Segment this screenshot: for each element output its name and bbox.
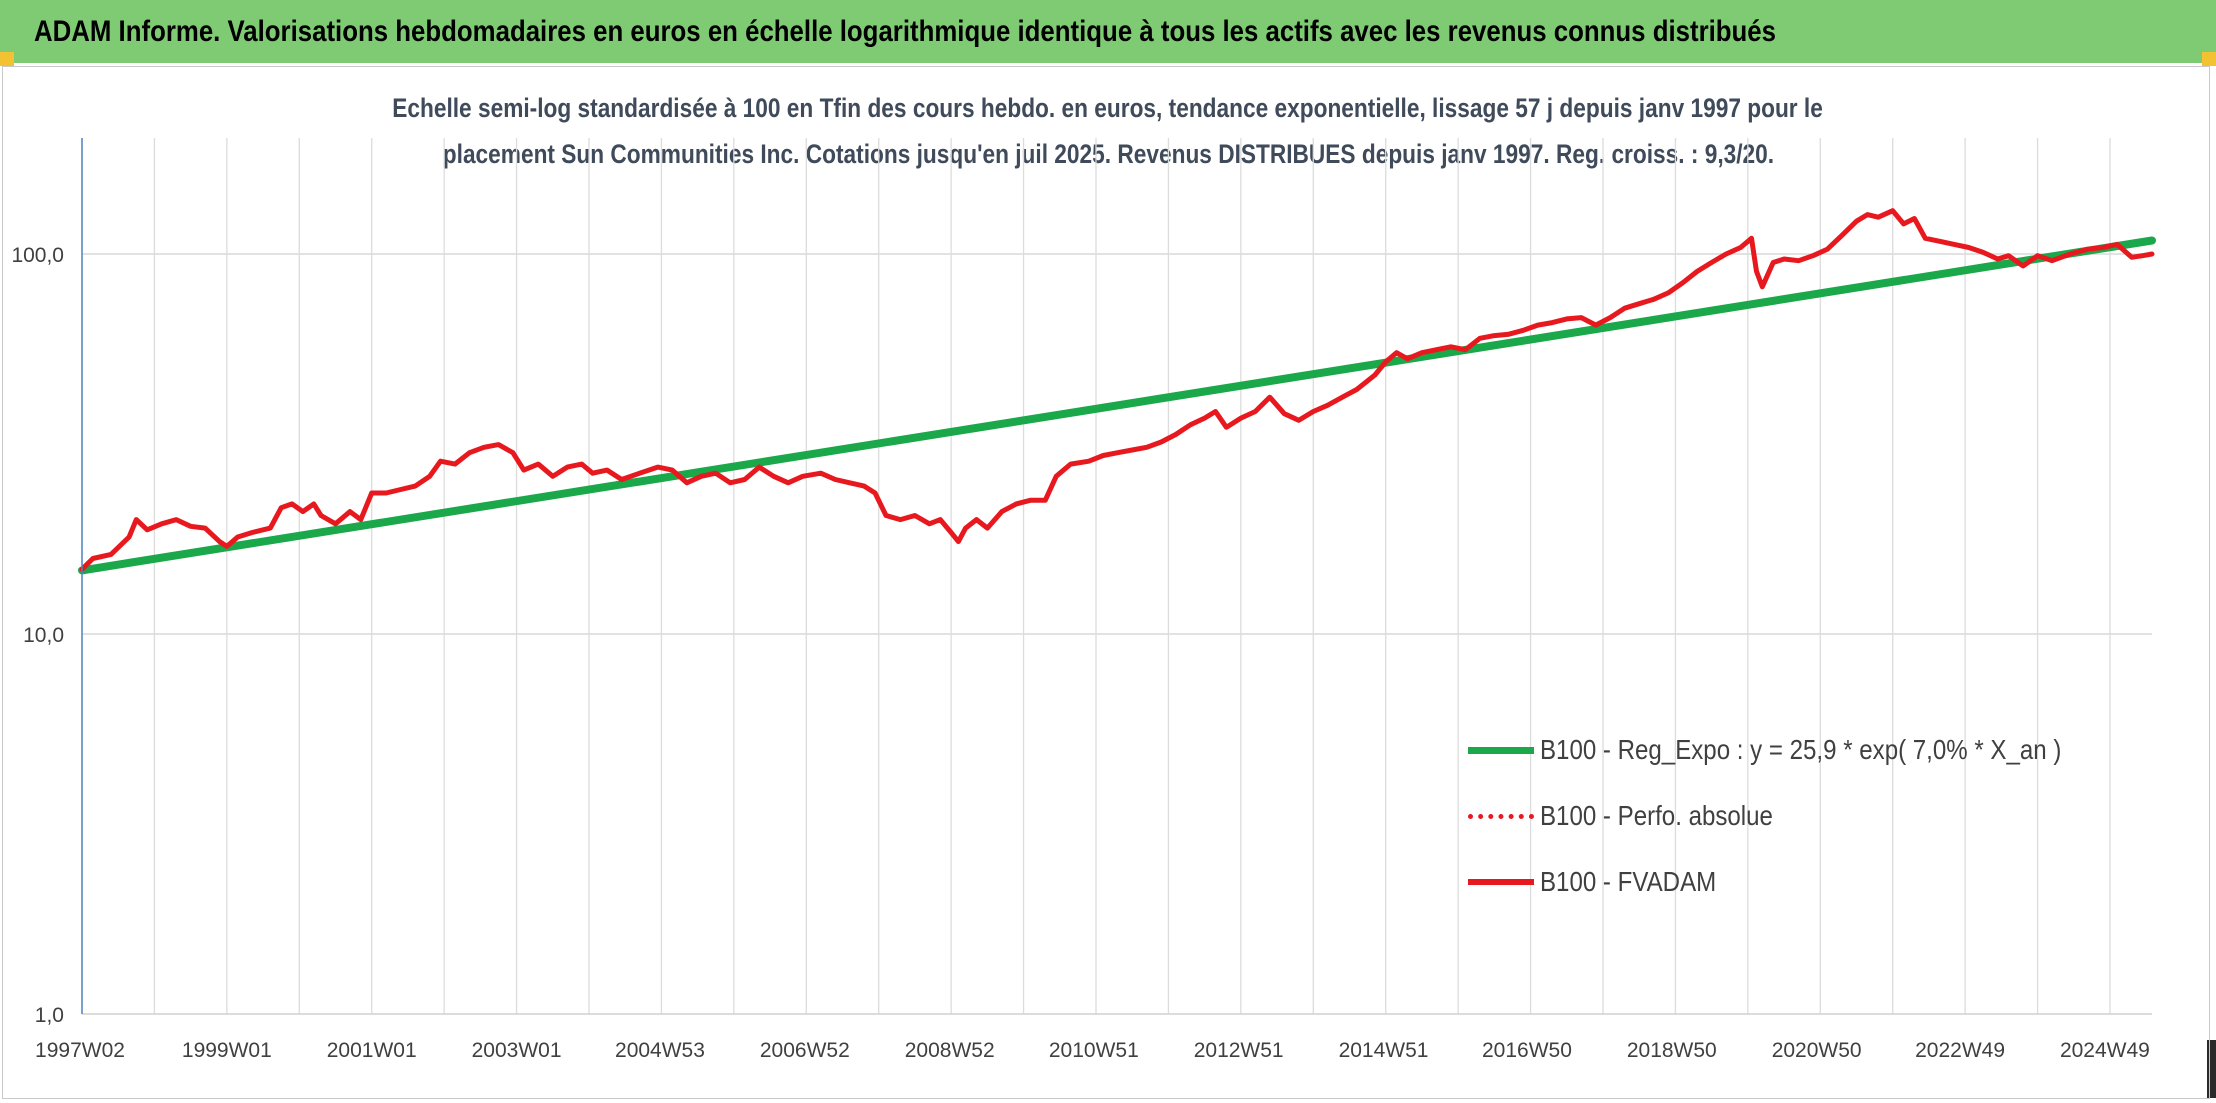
series-line-2 [79, 208, 2155, 572]
y-tick-label: 100,0 [11, 244, 64, 267]
banner-corner-left [0, 52, 14, 66]
x-tick-label: 2012W51 [1194, 1039, 1284, 1062]
legend-item-perfo-absolue: B100 - Perfo. absolue [1468, 796, 1811, 836]
legend-label-perfo-absolue: B100 - Perfo. absolue [1540, 800, 1773, 831]
series-layer [78, 208, 2156, 575]
legend-item-fvadam: B100 - FVADAM [1468, 862, 1745, 902]
chart-frame [2, 66, 2210, 1099]
x-axis-tick-labels: 1997W02 1999W01 2001W01 2003W01 2004W53 2006W… [35, 1039, 2150, 1062]
legend-label-regression: B100 - Reg_Expo : y = 25,9 * exp( 7,0% *… [1540, 734, 2062, 765]
legend-item-regression: B100 - Reg_Expo : y = 25,9 * exp( 7,0% *… [1468, 730, 2146, 770]
x-tick-label: 2016W50 [1482, 1039, 1572, 1062]
x-tick-label: 2018W50 [1627, 1039, 1717, 1062]
y-axis-tick-labels: 1,0 10,0 100,0 [11, 244, 64, 1027]
legend-swatch-regression [1468, 746, 1534, 754]
chart-title-line-1: Echelle semi-log standardisée à 100 en T… [392, 93, 1824, 123]
chart-title-line-2: placement Sun Communities Inc. Cotations… [442, 139, 1774, 169]
frame-corner-right [2207, 1040, 2216, 1098]
horizontal-gridlines [82, 253, 2152, 635]
x-tick-label: 2001W01 [327, 1039, 417, 1062]
y-tick-label: 1,0 [35, 1004, 64, 1027]
x-tick-label: 1999W01 [182, 1039, 272, 1062]
x-tick-label: 1997W02 [35, 1039, 125, 1062]
page-title: ADAM Informe. Valorisations hebdomadaire… [34, 14, 1776, 48]
x-tick-label: 2024W49 [2060, 1039, 2150, 1062]
header-banner: ADAM Informe. Valorisations hebdomadaire… [0, 0, 2216, 63]
x-tick-label: 2020W50 [1772, 1039, 1862, 1062]
x-tick-label: 2008W52 [905, 1039, 995, 1062]
x-tick-label: 2004W53 [615, 1039, 705, 1062]
x-tick-label: 2003W01 [472, 1039, 562, 1062]
y-tick-label: 10,0 [23, 624, 64, 647]
legend-label-fvadam: B100 - FVADAM [1540, 866, 1717, 897]
x-tick-label: 2006W52 [760, 1039, 850, 1062]
x-tick-label: 2014W51 [1339, 1039, 1429, 1062]
x-tick-label: 2010W51 [1049, 1039, 1139, 1062]
legend-swatch-fvadam [1468, 879, 1534, 885]
legend-swatch-perfo-absolue [1468, 813, 1534, 819]
banner-corner-right [2202, 52, 2216, 66]
x-tick-label: 2022W49 [1915, 1039, 2005, 1062]
series-line-0 [78, 236, 2156, 575]
vertical-gridlines [82, 138, 2152, 1015]
